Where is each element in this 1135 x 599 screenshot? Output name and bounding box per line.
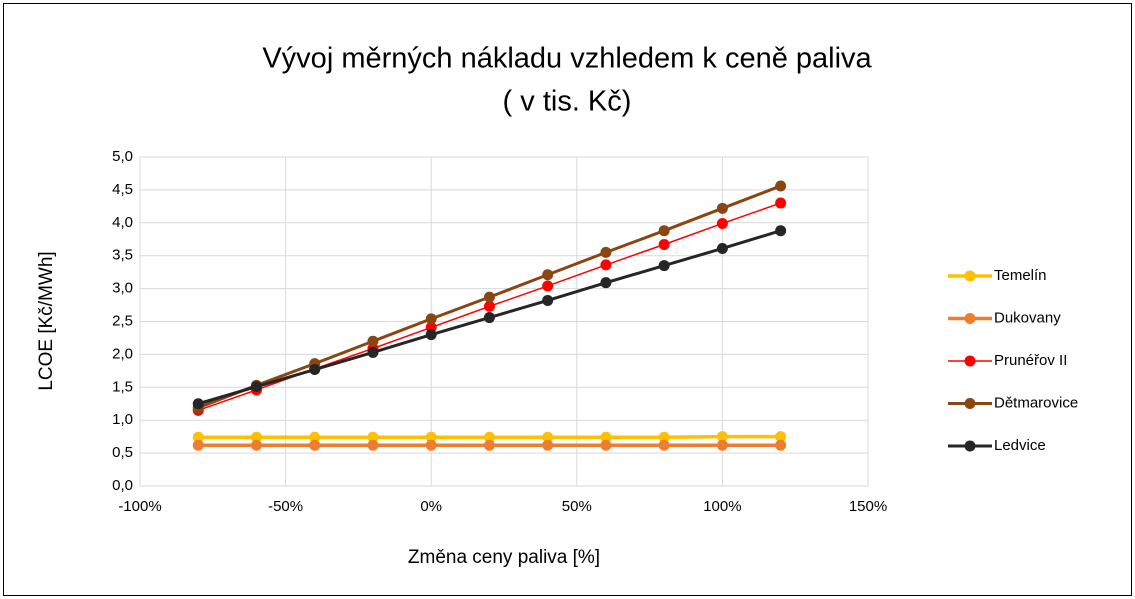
- data-point: [775, 225, 787, 237]
- legend-label: Dukovany: [994, 309, 1061, 326]
- legend-label: Prunéřov II: [994, 352, 1067, 369]
- chart-title: Vývoj měrných nákladu vzhledem k ceně pa…: [262, 43, 872, 75]
- data-point: [425, 329, 437, 341]
- data-point: [542, 280, 554, 292]
- data-point: [775, 197, 787, 209]
- data-point: [250, 381, 262, 393]
- data-point: [367, 335, 379, 347]
- x-tick-label: 100%: [703, 498, 741, 515]
- chart-subtitle: ( v tis. Kč): [503, 86, 632, 118]
- data-point: [309, 364, 321, 376]
- data-point: [600, 246, 612, 258]
- data-point: [600, 439, 612, 451]
- data-point: [775, 431, 787, 443]
- y-axis-label: LCOE [Kč/MWh]: [36, 251, 57, 390]
- data-point: [542, 439, 554, 451]
- data-point: [600, 431, 612, 443]
- data-point: [192, 431, 204, 443]
- data-point: [542, 269, 554, 281]
- data-point: [309, 431, 321, 443]
- x-tick-label: -50%: [268, 498, 303, 515]
- data-point: [250, 439, 262, 451]
- data-point: [483, 431, 495, 443]
- data-point: [367, 431, 379, 443]
- legend-marker: [964, 313, 976, 324]
- data-point: [309, 439, 321, 451]
- x-axis-label: Změna ceny paliva [%]: [408, 547, 600, 568]
- legend-marker: [964, 440, 976, 452]
- data-point: [192, 398, 204, 410]
- y-tick-label: 2,5: [112, 312, 133, 329]
- legend-marker: [964, 398, 976, 409]
- data-point: [192, 439, 204, 451]
- data-point: [775, 180, 787, 192]
- data-point: [775, 439, 787, 451]
- y-tick-label: 3,5: [112, 247, 133, 264]
- y-tick-label: 4,5: [112, 181, 133, 198]
- data-point: [658, 439, 670, 451]
- data-point: [716, 202, 728, 214]
- y-tick-label: 4,0: [112, 214, 133, 231]
- data-point: [367, 439, 379, 451]
- data-point: [658, 239, 670, 251]
- legend-label: Temelín: [994, 267, 1047, 284]
- data-point: [483, 439, 495, 451]
- data-point: [542, 431, 554, 443]
- data-point: [600, 259, 612, 271]
- x-tick-label: 150%: [849, 498, 887, 515]
- data-point: [250, 431, 262, 443]
- chart-frame: [3, 3, 1132, 596]
- y-tick-label: 3,0: [112, 280, 133, 297]
- legend-label: Ledvice: [994, 437, 1046, 454]
- y-tick-label: 5,0: [112, 148, 133, 165]
- data-point: [367, 346, 379, 358]
- x-tick-label: 50%: [562, 498, 592, 515]
- data-point: [483, 291, 495, 303]
- y-tick-label: 0,5: [112, 444, 133, 461]
- data-point: [425, 439, 437, 451]
- y-tick-label: 0,0: [112, 477, 133, 494]
- legend-marker: [964, 355, 976, 367]
- data-point: [658, 431, 670, 443]
- data-point: [716, 242, 728, 254]
- y-tick-label: 2,0: [112, 345, 133, 362]
- data-point: [600, 277, 612, 289]
- data-point: [483, 312, 495, 324]
- data-point: [658, 260, 670, 272]
- legend-marker: [964, 270, 976, 282]
- x-tick-label: -100%: [118, 498, 161, 515]
- data-point: [716, 217, 728, 229]
- y-tick-label: 1,5: [112, 378, 133, 395]
- data-point: [716, 431, 728, 443]
- data-point: [542, 294, 554, 306]
- x-tick-label: 0%: [420, 498, 442, 515]
- data-point: [425, 431, 437, 443]
- data-point: [483, 300, 495, 312]
- legend-label: Dětmarovice: [994, 394, 1078, 411]
- data-point: [658, 225, 670, 237]
- data-point: [425, 313, 437, 325]
- data-point: [716, 439, 728, 451]
- y-tick-label: 1,0: [112, 411, 133, 428]
